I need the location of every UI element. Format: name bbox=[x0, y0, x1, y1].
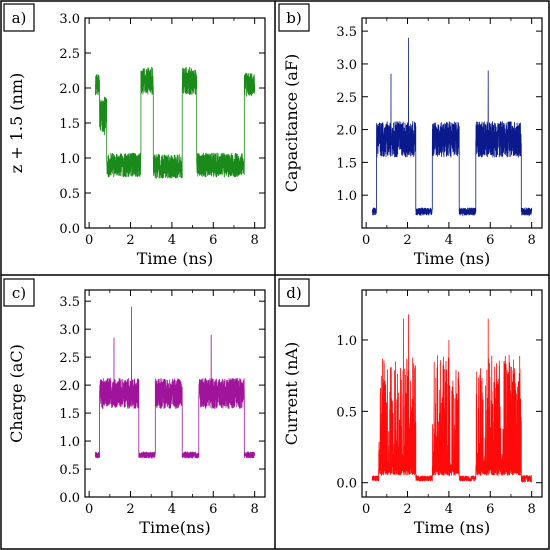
series-line-b bbox=[371, 37, 533, 217]
y-tick-label: 2.5 bbox=[59, 47, 80, 62]
x-tick-label: 8 bbox=[528, 233, 536, 248]
x-tick-label: 4 bbox=[168, 233, 176, 248]
x-tick-label: 2 bbox=[403, 502, 411, 517]
y-tick-label: 0.0 bbox=[59, 491, 80, 506]
y-tick-label: 1.0 bbox=[336, 189, 357, 204]
y-tick-label: 2.5 bbox=[59, 351, 80, 366]
y-tick-label: 2.0 bbox=[336, 124, 357, 139]
x-tick-label: 6 bbox=[209, 502, 217, 517]
panel-d: d) 0 2 4 6 8 0.0 0.5 1.0 Time (ns) Current (nA) bbox=[278, 278, 543, 537]
x-tick-label: 6 bbox=[486, 233, 494, 248]
y-tick-label: 2.0 bbox=[59, 82, 80, 97]
series-line-a bbox=[95, 66, 256, 179]
y-tick-label: 1.0 bbox=[336, 334, 357, 349]
panel-d-label-box bbox=[278, 278, 310, 307]
panel-a: a) 0 2 4 6 8 0.0 0.5 1.0 1.5 2.0 2.5 3.0 Time (ns) z +… bbox=[3, 3, 266, 268]
panel-a-label-box bbox=[3, 3, 35, 32]
y-tick-label: 0.5 bbox=[336, 405, 357, 420]
y-tick-label: 1.0 bbox=[59, 152, 80, 167]
x-tick-label: 8 bbox=[251, 233, 259, 248]
x-tick-label: 0 bbox=[362, 502, 370, 517]
panel-b-label-box bbox=[278, 3, 310, 32]
series-line-c bbox=[94, 306, 256, 459]
y-tick-label: 3.0 bbox=[59, 12, 80, 27]
y-axis-label-a: z + 1.5 (nm) bbox=[7, 73, 26, 174]
x-axis-label-d: Time (ns) bbox=[414, 518, 491, 537]
y-tick-label: 0.5 bbox=[59, 463, 80, 478]
y-tick-label: 3.5 bbox=[59, 295, 80, 310]
x-tick-label: 0 bbox=[362, 233, 370, 248]
y-tick-label: 1.5 bbox=[59, 117, 80, 132]
panel-b-label: b) bbox=[286, 9, 301, 27]
x-tick-label: 8 bbox=[251, 502, 259, 517]
x-tick-label: 6 bbox=[486, 502, 494, 517]
plot-area-d bbox=[361, 289, 543, 498]
y-axis-label-d: Current (nA) bbox=[282, 342, 301, 445]
y-tick-label: 3.5 bbox=[336, 25, 357, 40]
x-tick-label: 0 bbox=[85, 502, 93, 517]
series-line-d bbox=[371, 314, 533, 484]
plot-area-b bbox=[361, 17, 543, 229]
y-tick-label: 1.5 bbox=[336, 156, 357, 171]
x-tick-label: 0 bbox=[85, 233, 93, 248]
plot-area-c bbox=[84, 289, 266, 498]
x-tick-label: 4 bbox=[168, 502, 176, 517]
x-tick-label: 6 bbox=[209, 233, 217, 248]
x-tick-label: 2 bbox=[126, 233, 134, 248]
y-axis-label-c: Charge (aC) bbox=[7, 344, 26, 443]
y-tick-label: 3.0 bbox=[59, 323, 80, 338]
x-tick-label: 4 bbox=[445, 233, 453, 248]
x-axis-label-c: Time(ns) bbox=[139, 518, 210, 537]
y-axis-label-b: Capacitance (aF) bbox=[282, 54, 301, 193]
x-tick-label: 2 bbox=[126, 502, 134, 517]
y-tick-label: 2.5 bbox=[336, 91, 357, 106]
y-tick-label: 0.5 bbox=[59, 187, 80, 202]
panel-c-label-box bbox=[3, 278, 35, 307]
x-tick-label: 4 bbox=[445, 502, 453, 517]
y-tick-label: 0.0 bbox=[59, 222, 80, 237]
panel-d-label: d) bbox=[286, 284, 301, 302]
y-tick-label: 3.0 bbox=[336, 58, 357, 73]
panel-b: b) 0 2 4 6 8 1.0 1.5 2.0 2.5 3.0 3.5 Time (ns) Capaci… bbox=[278, 3, 543, 268]
panel-c: c) 0 2 4 6 8 0.0 0.5 1.0 1.5 2.0 2.5 3.0 3.5 Time(ns) C… bbox=[3, 278, 266, 537]
y-tick-label: 2.0 bbox=[59, 379, 80, 394]
y-tick-label: 1.5 bbox=[59, 407, 80, 422]
y-tick-label: 0.0 bbox=[336, 477, 357, 492]
y-tick-label: 1.0 bbox=[59, 435, 80, 450]
x-tick-label: 8 bbox=[528, 502, 536, 517]
x-axis-label-a: Time (ns) bbox=[137, 249, 214, 268]
x-tick-label: 2 bbox=[403, 233, 411, 248]
x-axis-label-b: Time (ns) bbox=[414, 249, 491, 268]
panel-c-label: c) bbox=[12, 284, 26, 302]
panel-a-label: a) bbox=[12, 9, 27, 27]
